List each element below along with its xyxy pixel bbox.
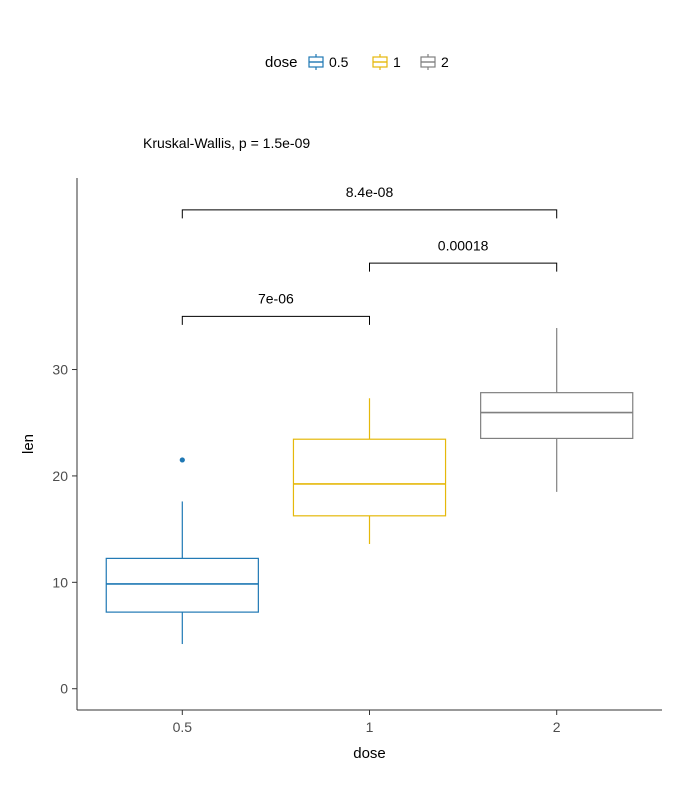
legend-title: dose: [265, 54, 298, 71]
comparison-label: 8.4e-08: [346, 184, 394, 200]
legend-item: [373, 54, 387, 70]
x-tick-label: 1: [366, 719, 374, 735]
boxplot-chart: dose 0.5 1 2 Kruskal-Wallis, p = 1.5e-09 0 10 2…: [0, 0, 684, 797]
legend-label: 1: [393, 54, 401, 70]
comparison-label: 7e-06: [258, 291, 294, 307]
x-tick-label: 2: [553, 719, 561, 735]
legend-label: 0.5: [329, 54, 349, 70]
x-axis-title: dose: [353, 745, 386, 762]
x-tick-label: 0.5: [173, 719, 193, 735]
legend-item: [309, 54, 323, 70]
y-tick-label: 0: [60, 681, 68, 697]
y-tick-label: 30: [52, 362, 68, 378]
y-tick-label: 20: [52, 468, 68, 484]
y-axis-title: len: [20, 434, 37, 454]
comparison-label: 0.00018: [438, 237, 489, 253]
global-test-label: Kruskal-Wallis, p = 1.5e-09: [143, 135, 310, 151]
legend-item: [421, 54, 435, 70]
y-tick-label: 10: [52, 574, 68, 590]
outlier-point: [180, 457, 185, 462]
legend-label: 2: [441, 54, 449, 70]
